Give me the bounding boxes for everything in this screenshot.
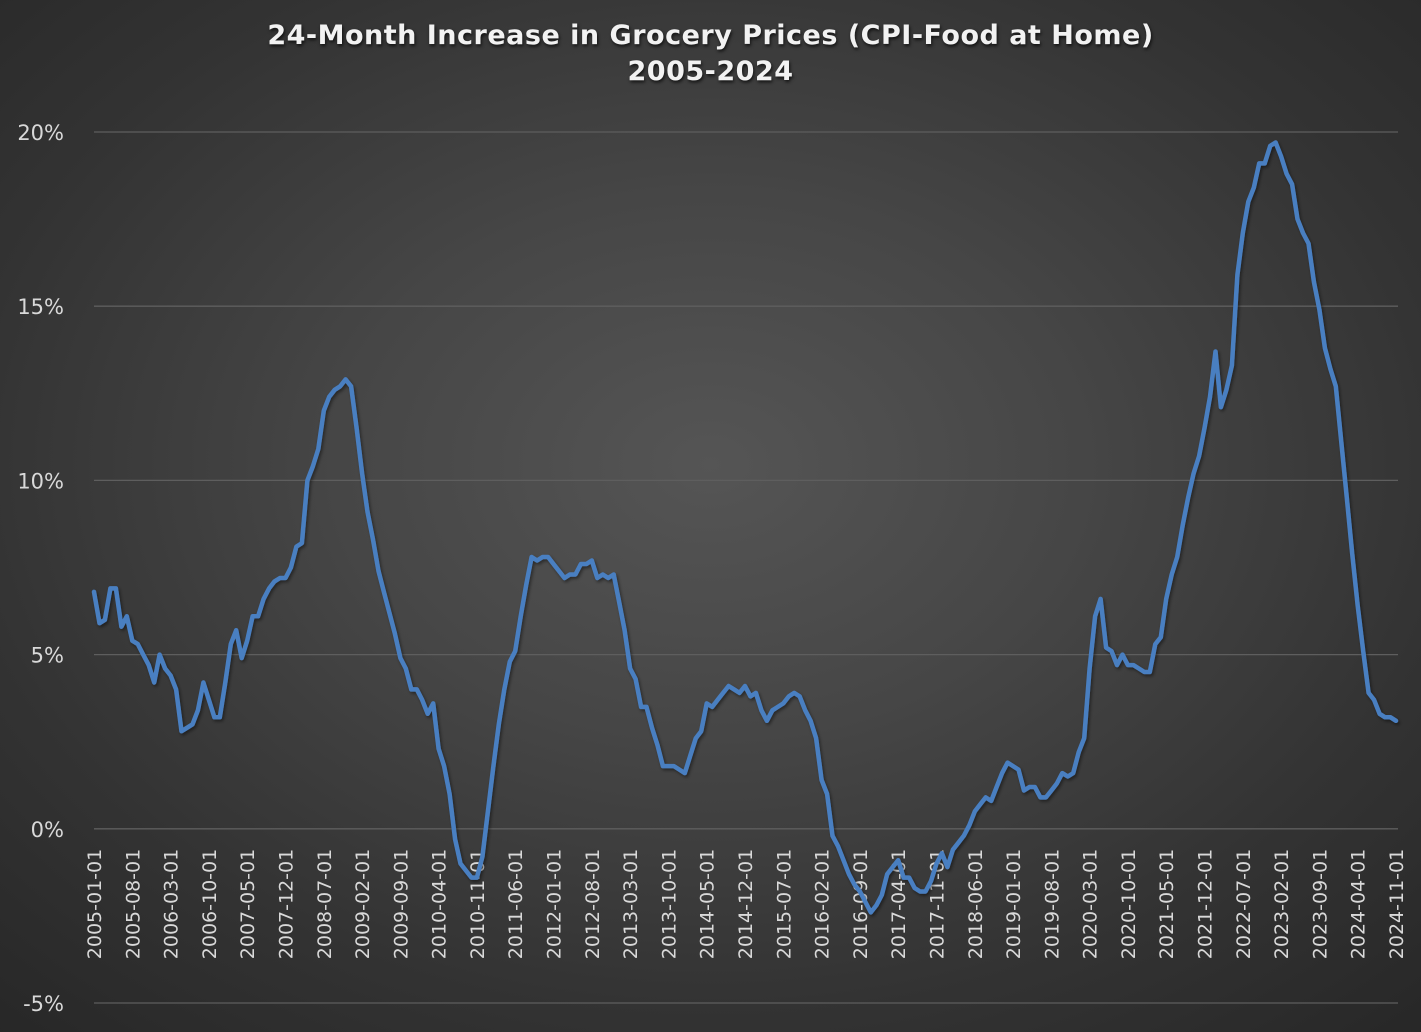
x-tick-label: 2012-08-01	[582, 849, 604, 959]
x-tick-label: 2016-09-01	[850, 849, 872, 959]
x-tick-label: 2020-03-01	[1080, 849, 1102, 959]
x-tick-label: 2005-08-01	[122, 849, 144, 959]
x-tick-label: 2020-10-01	[1118, 849, 1140, 959]
y-tick-label: 10%	[17, 469, 64, 493]
x-tick-label: 2023-09-01	[1309, 849, 1331, 959]
y-tick-label: 15%	[17, 295, 64, 319]
x-axis-labels: 2005-01-01 2005-08-01 2006-03-01 2006-10-01…	[84, 849, 1408, 959]
gridlines	[94, 131, 1398, 1004]
y-tick-label: 20%	[17, 121, 64, 145]
x-tick-label: 2009-02-01	[352, 849, 374, 959]
x-tick-label: 2019-08-01	[1041, 849, 1063, 959]
x-tick-label: 2013-03-01	[620, 849, 642, 959]
x-tick-label: 2024-04-01	[1348, 849, 1370, 959]
chart-title-line-1: 24-Month Increase in Grocery Prices (CPI…	[267, 20, 1154, 51]
chart-title-line-2: 2005-2024	[627, 56, 794, 87]
x-tick-label: 2019-01-01	[1003, 849, 1025, 959]
y-tick-label: -5%	[23, 992, 64, 1016]
x-tick-label: 2010-04-01	[429, 849, 451, 959]
x-tick-label: 2005-01-01	[84, 849, 106, 959]
x-tick-label: 2021-05-01	[1156, 849, 1178, 959]
data-series-line	[91, 140, 1399, 915]
x-tick-label: 2013-10-01	[658, 849, 680, 959]
x-tick-label: 2015-07-01	[773, 849, 795, 959]
chart-title: 24-Month Increase in Grocery Prices (CPI…	[0, 18, 1421, 90]
x-tick-label: 2008-07-01	[314, 849, 336, 959]
y-tick-label: 5%	[31, 644, 64, 668]
x-tick-label: 2016-02-01	[812, 849, 834, 959]
y-tick-label: 0%	[31, 818, 64, 842]
x-tick-label: 2018-06-01	[965, 849, 987, 959]
x-tick-label: 2014-12-01	[735, 849, 757, 959]
x-tick-label: 2012-01-01	[544, 849, 566, 959]
x-tick-label: 2023-02-01	[1271, 849, 1293, 959]
x-tick-label: 2021-12-01	[1195, 849, 1217, 959]
x-tick-label: 2009-09-01	[390, 849, 412, 959]
x-tick-label: 2007-05-01	[237, 849, 259, 959]
x-tick-label: 2024-11-01	[1386, 849, 1408, 959]
x-tick-label: 2006-03-01	[161, 849, 183, 959]
x-tick-label: 2006-10-01	[199, 849, 221, 959]
x-tick-label: 2022-07-01	[1233, 849, 1255, 959]
x-tick-label: 2007-12-01	[275, 849, 297, 959]
y-axis-labels: 20% 15% 10% 5% 0% -5%	[17, 121, 64, 1016]
x-tick-label: 2014-05-01	[697, 849, 719, 959]
x-tick-label: 2011-06-01	[505, 849, 527, 959]
